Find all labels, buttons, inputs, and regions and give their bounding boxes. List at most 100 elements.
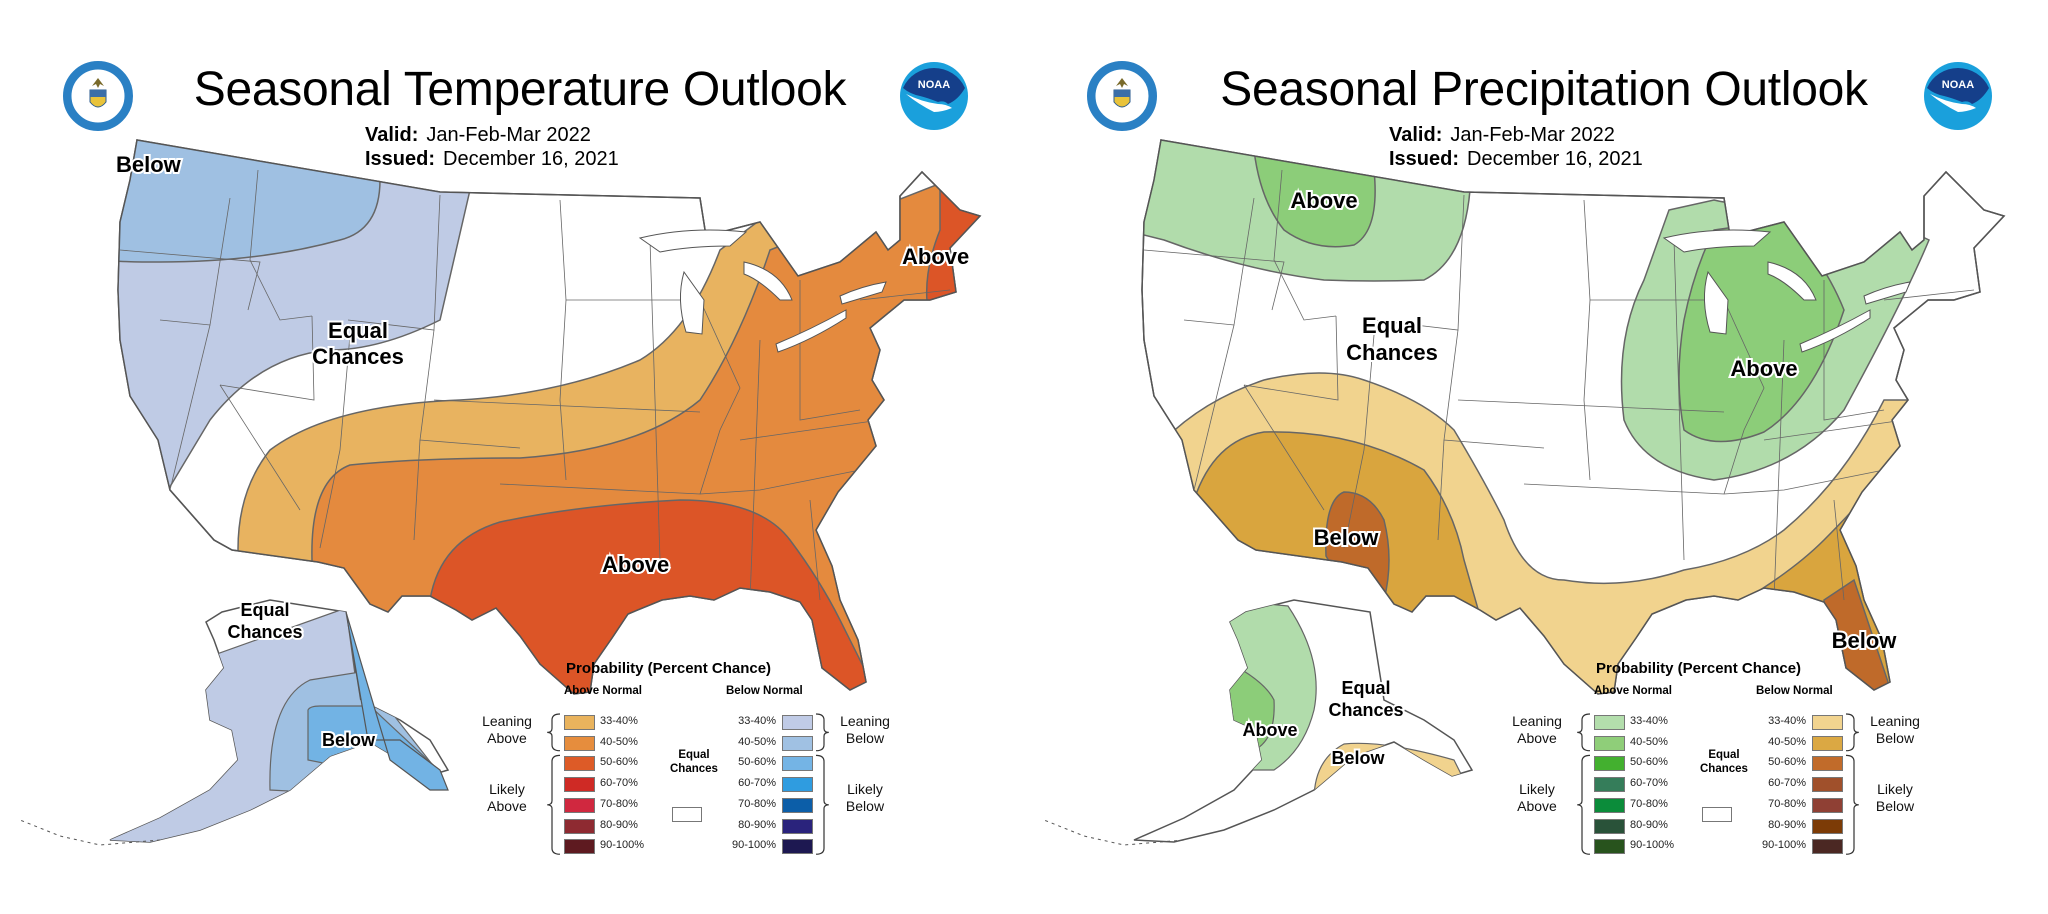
legend-range-below: 80-90% <box>738 818 776 831</box>
label-alaska-above: Above <box>1242 720 1297 740</box>
legend-swatch-below <box>782 777 813 793</box>
zone-above-40-50-midwest <box>1678 219 1845 443</box>
legend-swatch-above <box>564 715 595 730</box>
legend-equal-chances-swatch <box>672 807 702 822</box>
precipitation-map: Above Equal Chances Above Below Below Ab… <box>1043 139 2005 846</box>
legend-swatch-below <box>1812 715 1843 730</box>
legend-swatch-above <box>1594 756 1625 772</box>
label-equal-chances-2: Chances <box>1346 340 1438 365</box>
legend-range-above: 40-50% <box>600 735 638 748</box>
legend-leaning-below: Leaning Below <box>832 713 898 747</box>
legend-ec-word: Chances <box>670 763 718 775</box>
legend-range-below: 90-100% <box>731 839 776 852</box>
legend-range-above: 60-70% <box>1630 777 1668 790</box>
state-boundaries <box>119 169 951 601</box>
great-lakes <box>638 229 887 353</box>
label-alaska-equal-chances-1: Equal <box>1341 678 1390 698</box>
legend-swatch-below <box>782 735 813 751</box>
page-title: Seasonal Temperature Outlook <box>193 63 847 116</box>
legend-group-word: Leaning <box>1512 713 1562 729</box>
legend-swatch-below <box>782 756 813 772</box>
legend-swatch-below <box>1812 777 1843 793</box>
label-south-above: Above <box>602 552 669 577</box>
legend-range-below: 90-100% <box>1761 839 1806 852</box>
legend-swatch-below <box>782 715 813 730</box>
legend-swatch-above <box>564 797 595 813</box>
legend-range-above: 60-70% <box>600 777 638 790</box>
legend-swatch-below <box>1812 756 1843 772</box>
department-of-commerce-seal-icon <box>63 61 133 131</box>
legend-swatch-above <box>564 839 595 855</box>
legend-swatch-above <box>1594 797 1625 813</box>
legend-group-word: Likely <box>489 781 525 798</box>
issued-date: Issued: December 16, 2021 <box>365 148 619 171</box>
label-northeast-above: Above <box>902 244 969 269</box>
legend-range-above: 70-80% <box>600 797 638 810</box>
legend-likely-above: Likely Above <box>474 781 540 815</box>
legend-group-word: Likely <box>847 781 883 798</box>
legend-ec-word: Equal <box>678 749 710 761</box>
legend-swatch-above <box>1594 818 1625 834</box>
noaa-logo-icon: NOAA <box>900 62 968 130</box>
legend-swatch-below <box>1812 797 1843 813</box>
legend-below-normal-header: Below Normal <box>726 685 803 697</box>
legend-equal-chances-label: Equal Chances <box>1700 748 1748 776</box>
legend-range-below: 70-80% <box>1768 797 1806 810</box>
legend-swatch-above <box>1594 735 1625 751</box>
legend-group-word: Above <box>1517 798 1557 815</box>
legend-group-word: Above <box>487 798 527 815</box>
legend-range-above: 70-80% <box>1630 797 1668 810</box>
legend-group-word: Below <box>845 798 885 815</box>
legend-range-below: 33-40% <box>738 715 776 727</box>
precipitation-outlook-panel: NOAA Seasonal Precipitation Outlook Vali… <box>1024 0 2048 914</box>
legend-swatch-below <box>1812 839 1843 855</box>
issued-label: Issued: <box>365 148 436 170</box>
zone-below-40-50 <box>118 140 381 263</box>
probability-legend: Probability (Percent Chance) Above Normal… <box>1496 660 1920 910</box>
label-florida-below: Below <box>1832 628 1898 653</box>
legend-group-word: Likely <box>1519 781 1555 798</box>
label-equal-chances-1: Equal <box>1362 313 1422 338</box>
legend-leaning-above: Leaning Above <box>474 713 540 747</box>
legend-group-word: Below <box>1875 730 1915 746</box>
legend-title: Probability (Percent Chance) <box>1596 660 1802 677</box>
legend-likely-below: Likely Below <box>832 781 898 815</box>
legend-braces <box>547 713 829 855</box>
legend-range-above: 40-50% <box>1630 735 1668 748</box>
legend-title: Probability (Percent Chance) <box>566 660 772 677</box>
legend-group-word: Leaning <box>482 713 532 729</box>
legend-above-normal-header: Above Normal <box>1594 685 1672 697</box>
valid-value: Jan-Feb-Mar 2022 <box>1450 124 1615 146</box>
label-alaska-equal-chances-2: Chances <box>227 622 302 642</box>
legend-range-below: 60-70% <box>1768 777 1806 790</box>
valid-label: Valid: <box>1389 124 1443 146</box>
noaa-logo-text: NOAA <box>918 79 950 91</box>
legend-range-below: 70-80% <box>738 797 776 810</box>
legend-swatch-above <box>1594 715 1625 730</box>
legend-range-below: 50-60% <box>1768 756 1806 769</box>
valid-label: Valid: <box>365 124 419 146</box>
legend-leaning-above: Leaning Above <box>1504 713 1570 747</box>
legend-group-word: Likely <box>1877 781 1913 798</box>
label-alaska-below: Below <box>322 730 376 750</box>
legend-swatch-below <box>782 818 813 834</box>
temperature-outlook-panel: NOAA Seasonal Temperature Outlook Valid:… <box>19 61 981 855</box>
legend-ec-word: Chances <box>1700 763 1748 775</box>
label-equal-chances-2: Chances <box>312 344 404 369</box>
legend-range-above: 33-40% <box>600 715 638 727</box>
legend-group-word: Above <box>487 730 527 746</box>
legend-group-word: Below <box>1875 798 1915 815</box>
legend-equal-chances-swatch <box>1702 807 1732 822</box>
legend-range-above: 33-40% <box>1630 715 1668 727</box>
legend-swatch-below <box>1812 735 1843 751</box>
legend-leaning-below: Leaning Below <box>1862 713 1928 747</box>
zone-below-50-60-southwest <box>1325 491 1390 622</box>
label-alaska-equal-chances-2: Chances <box>1328 700 1403 720</box>
state-boundaries <box>1143 169 1975 601</box>
label-alaska-equal-chances-1: Equal <box>240 600 289 620</box>
legend-equal-chances-label: Equal Chances <box>670 748 718 776</box>
legend-group-word: Below <box>845 730 885 746</box>
noaa-logo-icon: NOAA <box>1924 62 1992 130</box>
label-alaska-below: Below <box>1331 748 1385 768</box>
issued-date: Issued: December 16, 2021 <box>1389 148 1643 171</box>
